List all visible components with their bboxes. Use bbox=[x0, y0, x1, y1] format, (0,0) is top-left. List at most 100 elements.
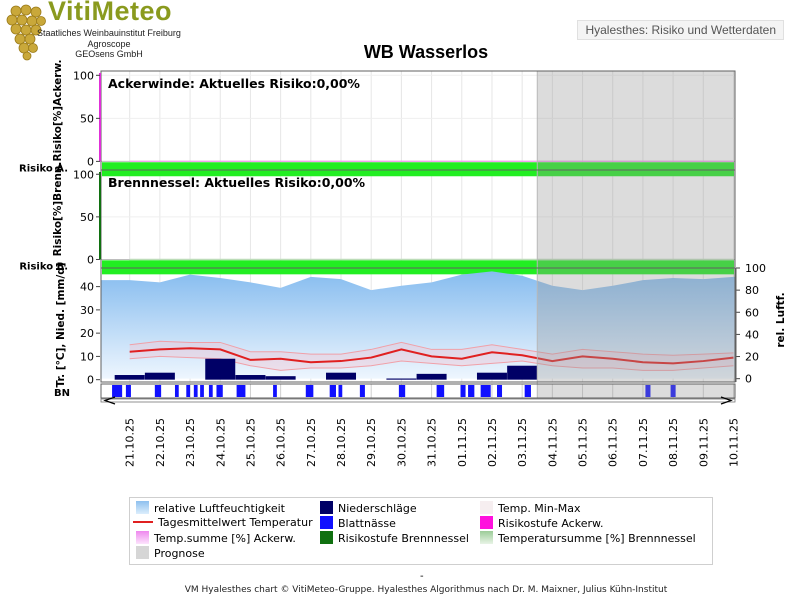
precipitation-bar bbox=[265, 376, 296, 380]
precipitation-bar bbox=[144, 372, 175, 380]
panel-frame-2 bbox=[100, 267, 736, 383]
row-label-brennnessel: Risiko B. bbox=[19, 261, 68, 272]
forecast-shade-0 bbox=[537, 71, 735, 170]
y-tick-label-left: 0 bbox=[87, 374, 94, 387]
x-tick-label: 04.11.25 bbox=[546, 418, 559, 467]
legend-swatch-temp-minmax bbox=[480, 501, 493, 514]
legend-item-mean-temp: Tagesmittelwert Temperatur bbox=[133, 516, 313, 529]
panel-background-0 bbox=[101, 71, 735, 170]
precipitation-bar bbox=[114, 375, 145, 380]
x-tick-label: 25.10.25 bbox=[244, 418, 257, 467]
leaf-wetness-bar bbox=[216, 385, 223, 397]
legend-swatch-precipitation bbox=[320, 501, 333, 514]
x-tick-label: 22.10.25 bbox=[154, 418, 167, 467]
x-tick-label: 31.10.25 bbox=[426, 418, 439, 467]
leaf-wetness-bar bbox=[398, 385, 406, 397]
panel-frame-3 bbox=[100, 383, 736, 399]
legend-item-tempsum-ackerw: Temp.summe [%] Ackerw. bbox=[136, 531, 296, 545]
y-tick-label-left: 30 bbox=[80, 304, 94, 317]
y-tick-label-right: 20 bbox=[745, 351, 759, 364]
logo-line-1: Staatliches Weinbauinstitut Freiburg bbox=[37, 28, 181, 38]
x-tick-label: 05.11.25 bbox=[577, 418, 590, 467]
weather-ylabel-left: Tr. [°C], Nied. [mm/d] bbox=[55, 262, 67, 387]
y-tick-label: 100 bbox=[73, 168, 94, 181]
legend-item-humidity: relative Luftfeuchtigkeit bbox=[136, 501, 285, 515]
x-tick-label: 01.11.25 bbox=[456, 418, 469, 467]
x-tick-label: 02.11.25 bbox=[486, 418, 499, 467]
footer-credit: VM Hyalesthes chart © VitiMeteo-Gruppe. … bbox=[184, 585, 668, 595]
legend-item-leaf-wetness: Blattnässe bbox=[320, 516, 396, 530]
y-tick-label-right: 40 bbox=[745, 328, 759, 341]
panel-ylabel-brennnessel: Risiko[%]Brenn. bbox=[52, 162, 64, 257]
x-tick-label: 26.10.25 bbox=[275, 418, 288, 467]
x-tick-label: 28.10.25 bbox=[335, 418, 348, 467]
leaf-wetness-strip bbox=[101, 384, 735, 398]
header-subtitle: Hyalesthes: Risiko und Wetterdaten bbox=[577, 20, 784, 40]
leaf-wetness-bar bbox=[236, 385, 246, 397]
x-tick-label: 23.10.25 bbox=[184, 418, 197, 467]
leaf-wetness-bar bbox=[305, 385, 314, 397]
legend-item-temp-minmax: Temp. Min-Max bbox=[480, 501, 581, 515]
leaf-wetness-bar bbox=[338, 385, 343, 397]
leaf-wetness-bar bbox=[645, 385, 651, 397]
leaf-wetness-bar bbox=[186, 385, 191, 397]
x-tick-label: 08.11.25 bbox=[667, 418, 680, 467]
legend-swatch-risk-level-brenn bbox=[320, 531, 333, 544]
precipitation-bar bbox=[386, 378, 417, 380]
leaf-wetness-bar bbox=[670, 385, 676, 397]
y-tick-label: 0 bbox=[87, 253, 94, 266]
leaf-wetness-bar bbox=[125, 385, 131, 397]
y-tick-label-left: 10 bbox=[80, 350, 94, 363]
y-tick-label-right: 0 bbox=[745, 373, 752, 386]
y-tick-label: 50 bbox=[80, 112, 94, 125]
precipitation-bar bbox=[326, 372, 357, 380]
leaf-wetness-bar bbox=[154, 385, 162, 397]
x-tick-label: 24.10.25 bbox=[214, 418, 227, 467]
x-tick-label: 30.10.25 bbox=[395, 418, 408, 467]
row-label-ackerwinde: Risiko A. bbox=[19, 163, 68, 174]
x-tick-label: 06.11.25 bbox=[607, 418, 620, 467]
x-tick-label: 03.11.25 bbox=[516, 418, 529, 467]
scroll-right-arrow-icon bbox=[720, 396, 733, 405]
y-tick-label-left: 40 bbox=[80, 281, 94, 294]
forecast-shade-3 bbox=[537, 384, 735, 398]
y-tick-label-right: 100 bbox=[745, 262, 766, 275]
x-tick-label: 10.11.25 bbox=[727, 418, 740, 467]
panel-background-1 bbox=[101, 170, 735, 268]
panel-ylabel-ackerwinde: Risiko[%]Ackerw. bbox=[52, 60, 64, 162]
leaf-wetness-bar bbox=[359, 385, 365, 397]
y-tick-label-right: 80 bbox=[745, 284, 759, 297]
leaf-wetness-bar bbox=[273, 385, 277, 397]
panel-annotation-ackerwinde: Ackerwinde: Aktuelles Risiko:0,00% bbox=[108, 76, 360, 91]
legend-item-tempsum-brenn: Temperatursumme [%] Brennnessel bbox=[480, 531, 696, 545]
y-tick-label: 0 bbox=[87, 155, 94, 168]
weather-ylabel-right: rel. Luftf. bbox=[775, 292, 787, 347]
legend-swatch-risk-level-ackerw bbox=[480, 516, 493, 529]
leaf-wetness-bar bbox=[524, 385, 531, 397]
temp-max-line bbox=[129, 340, 734, 356]
legend-item-risk-level-ackerw: Risikostufe Ackerw. bbox=[480, 516, 603, 530]
x-tick-label: 27.10.25 bbox=[305, 418, 318, 467]
grape-logo-icon bbox=[6, 4, 46, 61]
legend-swatch-humidity bbox=[136, 501, 149, 514]
legend: relative Luftfeuchtigkeit Niederschläge … bbox=[129, 497, 713, 565]
forecast-shade-1 bbox=[537, 170, 735, 268]
panel-annotation-brennnessel: Brennnessel: Aktuelles Risiko:0,00% bbox=[108, 175, 366, 190]
leaf-wetness-bar bbox=[200, 385, 204, 397]
y-tick-label: 50 bbox=[80, 211, 94, 224]
mean-temp-line bbox=[129, 347, 734, 365]
legend-item-precipitation: Niederschläge bbox=[320, 501, 417, 515]
logo-title: VitiMeteo bbox=[48, 0, 173, 26]
logo-line-3: GEOsens GmbH bbox=[75, 49, 143, 59]
precipitation-bar bbox=[235, 375, 266, 380]
leaf-wetness-bar bbox=[480, 385, 491, 397]
y-tick-label: 100 bbox=[73, 69, 94, 82]
legend-swatch-leaf-wetness bbox=[320, 516, 333, 529]
x-tick-label: 09.11.25 bbox=[697, 418, 710, 467]
x-tick-label: 29.10.25 bbox=[365, 418, 378, 467]
leaf-wetness-bar bbox=[329, 385, 336, 397]
scroll-left-arrow-icon bbox=[103, 396, 116, 405]
x-tick-label: 07.11.25 bbox=[637, 418, 650, 467]
x-tick-label: 21.10.25 bbox=[124, 418, 137, 467]
risk-level-band-brennnessel bbox=[102, 260, 734, 275]
